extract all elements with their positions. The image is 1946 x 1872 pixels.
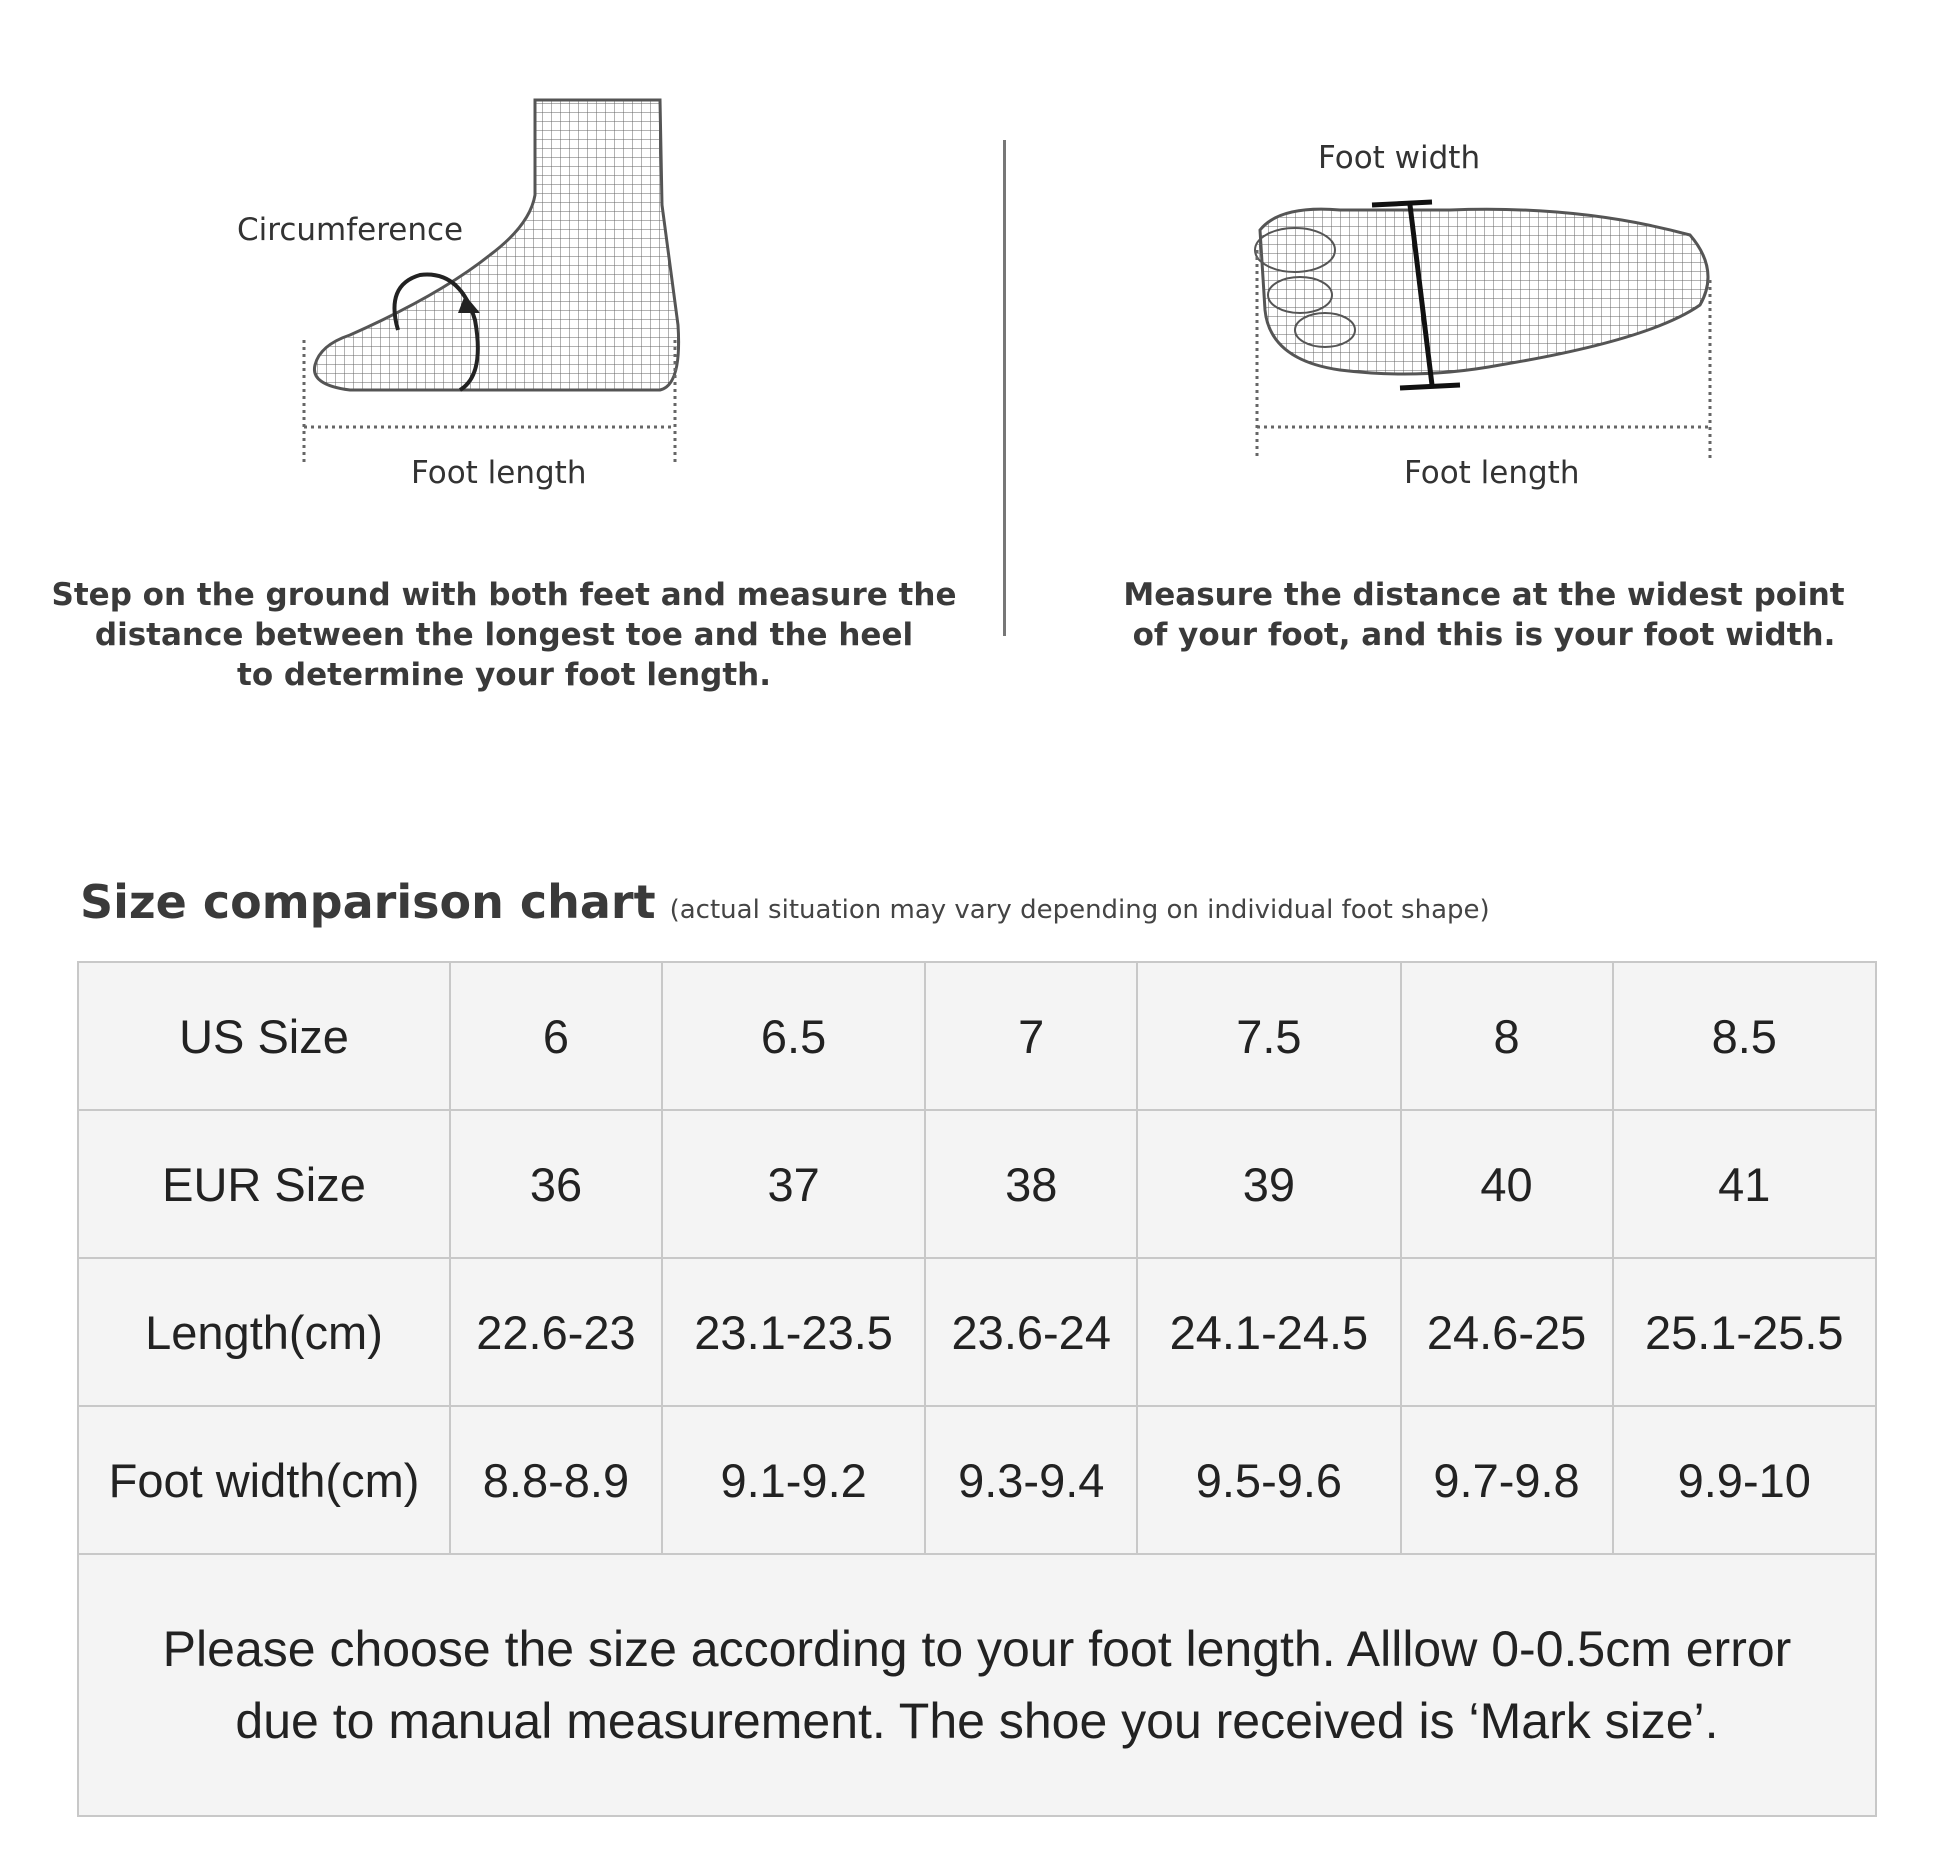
size-chart-title: Size comparison chart (80, 875, 656, 929)
note-line: due to manual measurement. The shoe you … (235, 1693, 1719, 1749)
instruction-line: to determine your foot length. (237, 657, 771, 693)
table-cell: 7.5 (1136, 961, 1402, 1111)
table-cell: 38 (924, 1109, 1139, 1259)
table-cell: 6.5 (660, 961, 927, 1111)
table-cell: 9.7-9.8 (1399, 1405, 1614, 1555)
table-cell: 39 (1136, 1109, 1402, 1259)
table-cell: 9.1-9.2 (660, 1405, 927, 1555)
table-row: EUR Size 36 37 38 39 40 41 (77, 1109, 1877, 1259)
instruction-line: of your foot, and this is your foot widt… (1132, 617, 1836, 653)
circumference-label: Circumference (237, 212, 464, 248)
foot-side-view-illustration (302, 98, 681, 465)
size-chart-heading: Size comparison chart (actual situation m… (80, 875, 1490, 929)
row-header: Foot width(cm) (77, 1405, 451, 1555)
instruction-line: Step on the ground with both feet and me… (51, 577, 957, 613)
table-cell: 24.1-24.5 (1136, 1257, 1402, 1407)
table-cell: 8.8-8.9 (449, 1405, 663, 1555)
row-header: US Size (77, 961, 451, 1111)
row-header: EUR Size (77, 1109, 451, 1259)
table-cell: 37 (660, 1109, 927, 1259)
row-header: Length(cm) (77, 1257, 451, 1407)
foot-length-instructions: Step on the ground with both feet and me… (52, 575, 957, 695)
table-cell: 23.1-23.5 (660, 1257, 927, 1407)
foot-width-instructions: Measure the distance at the widest point… (1123, 575, 1844, 655)
table-cell: 9.9-10 (1611, 1405, 1877, 1555)
foot-length-label-left: Foot length (411, 455, 587, 491)
size-note: Please choose the size according to your… (77, 1553, 1877, 1817)
table-cell: 8 (1399, 961, 1614, 1111)
table-cell: 6 (449, 961, 663, 1111)
foot-sole-view-illustration (1254, 199, 1712, 460)
note-line: Please choose the size according to your… (162, 1621, 1792, 1677)
table-row: Length(cm) 22.6-23 23.1-23.5 23.6-24 24.1-24… (77, 1257, 1877, 1407)
table-cell: 23.6-24 (924, 1257, 1139, 1407)
table-cell: 40 (1399, 1109, 1614, 1259)
table-cell: 8.5 (1611, 961, 1877, 1111)
instruction-line: distance between the longest toe and the… (94, 617, 914, 653)
table-row: US Size 6 6.5 7 7.5 8 8.5 (77, 961, 1877, 1111)
table-cell: 36 (449, 1109, 663, 1259)
table-cell: 22.6-23 (449, 1257, 663, 1407)
table-cell: 25.1-25.5 (1611, 1257, 1877, 1407)
foot-width-label: Foot width (1318, 140, 1481, 176)
table-cell: 7 (924, 961, 1139, 1111)
panel-divider (1003, 140, 1006, 636)
instruction-line: Measure the distance at the widest point (1123, 577, 1845, 613)
foot-length-label-right: Foot length (1404, 455, 1580, 491)
table-cell: 24.6-25 (1399, 1257, 1614, 1407)
table-row: Foot width(cm) 8.8-8.9 9.1-9.2 9.3-9.4 9.5-9… (77, 1405, 1877, 1555)
size-chart-table: US Size 6 6.5 7 7.5 8 8.5 EUR Size 36 37 38 39 40 41 L… (77, 961, 1877, 1817)
table-cell: 41 (1611, 1109, 1877, 1259)
table-cell: 9.3-9.4 (924, 1405, 1139, 1555)
table-cell: 9.5-9.6 (1136, 1405, 1402, 1555)
note-row: Please choose the size according to your… (77, 1553, 1877, 1817)
size-chart-subtitle: (actual situation may vary depending on … (669, 895, 1490, 925)
